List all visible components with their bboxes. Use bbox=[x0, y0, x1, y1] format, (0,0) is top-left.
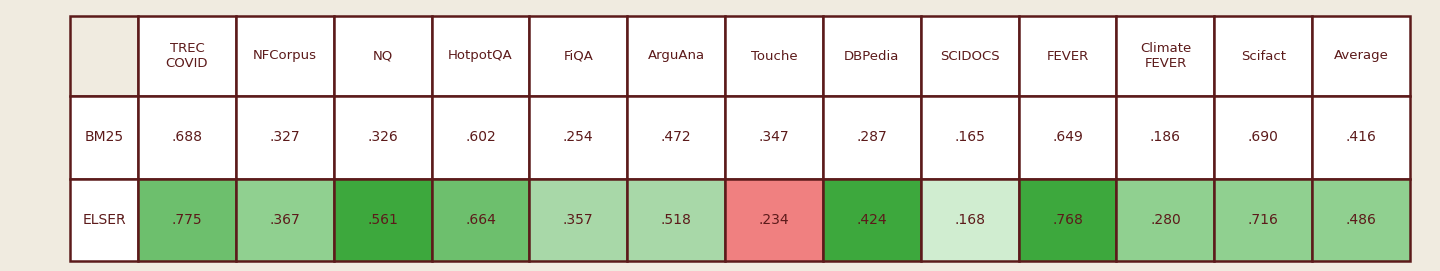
Bar bbox=[628, 179, 726, 261]
Bar bbox=[726, 96, 822, 179]
Text: .347: .347 bbox=[759, 130, 789, 144]
Bar bbox=[334, 179, 432, 261]
Text: .649: .649 bbox=[1053, 130, 1083, 144]
Text: .168: .168 bbox=[955, 213, 985, 227]
Text: .367: .367 bbox=[269, 213, 300, 227]
Text: .775: .775 bbox=[171, 213, 202, 227]
Text: Scifact: Scifact bbox=[1241, 50, 1286, 63]
Bar bbox=[71, 179, 138, 261]
Bar bbox=[334, 96, 432, 179]
Text: .690: .690 bbox=[1248, 130, 1279, 144]
Bar bbox=[236, 179, 334, 261]
Text: SCIDOCS: SCIDOCS bbox=[940, 50, 999, 63]
Bar bbox=[1018, 96, 1116, 179]
Text: NFCorpus: NFCorpus bbox=[253, 50, 317, 63]
Text: BM25: BM25 bbox=[85, 130, 124, 144]
Text: .561: .561 bbox=[367, 213, 397, 227]
Text: DBPedia: DBPedia bbox=[844, 50, 900, 63]
Text: .287: .287 bbox=[857, 130, 887, 144]
Text: .716: .716 bbox=[1248, 213, 1279, 227]
Bar bbox=[1116, 179, 1214, 261]
Text: .688: .688 bbox=[171, 130, 203, 144]
Text: .234: .234 bbox=[759, 213, 789, 227]
Bar bbox=[1312, 179, 1410, 261]
Bar bbox=[530, 96, 628, 179]
Bar bbox=[1116, 16, 1214, 96]
Bar bbox=[822, 179, 920, 261]
Bar bbox=[1312, 16, 1410, 96]
Text: .664: .664 bbox=[465, 213, 495, 227]
Text: .768: .768 bbox=[1053, 213, 1083, 227]
Text: .280: .280 bbox=[1151, 213, 1181, 227]
Bar bbox=[530, 16, 628, 96]
Bar bbox=[1018, 179, 1116, 261]
Bar bbox=[71, 16, 138, 96]
Text: .327: .327 bbox=[269, 130, 300, 144]
Text: TREC
COVID: TREC COVID bbox=[166, 42, 209, 70]
Bar bbox=[822, 96, 920, 179]
Bar bbox=[1214, 179, 1312, 261]
Bar bbox=[71, 96, 138, 179]
Text: .472: .472 bbox=[661, 130, 691, 144]
Bar bbox=[920, 16, 1018, 96]
Bar bbox=[1116, 96, 1214, 179]
Bar bbox=[432, 96, 530, 179]
Bar bbox=[726, 16, 822, 96]
Bar bbox=[432, 16, 530, 96]
Text: .186: .186 bbox=[1151, 130, 1181, 144]
Bar bbox=[236, 16, 334, 96]
Bar bbox=[236, 96, 334, 179]
Bar bbox=[432, 179, 530, 261]
Text: .602: .602 bbox=[465, 130, 495, 144]
Text: .326: .326 bbox=[367, 130, 397, 144]
Bar bbox=[334, 16, 432, 96]
Text: .357: .357 bbox=[563, 213, 593, 227]
Bar bbox=[920, 96, 1018, 179]
Bar bbox=[138, 96, 236, 179]
Bar bbox=[1214, 96, 1312, 179]
Text: ArguAna: ArguAna bbox=[648, 50, 704, 63]
Bar bbox=[1312, 96, 1410, 179]
Bar bbox=[822, 16, 920, 96]
Text: .254: .254 bbox=[563, 130, 593, 144]
Text: Climate
FEVER: Climate FEVER bbox=[1139, 42, 1191, 70]
Text: .165: .165 bbox=[955, 130, 985, 144]
Bar bbox=[138, 16, 236, 96]
Bar bbox=[530, 179, 628, 261]
Text: HotpotQA: HotpotQA bbox=[448, 50, 513, 63]
Bar bbox=[920, 179, 1018, 261]
Bar bbox=[628, 96, 726, 179]
Text: .518: .518 bbox=[661, 213, 691, 227]
Text: Average: Average bbox=[1333, 50, 1388, 63]
Text: NQ: NQ bbox=[373, 50, 393, 63]
Bar bbox=[726, 179, 822, 261]
Text: FiQA: FiQA bbox=[563, 50, 593, 63]
Text: Touche: Touche bbox=[750, 50, 798, 63]
Text: FEVER: FEVER bbox=[1047, 50, 1089, 63]
Bar bbox=[1214, 16, 1312, 96]
Bar bbox=[1018, 16, 1116, 96]
Bar bbox=[628, 16, 726, 96]
Text: ELSER: ELSER bbox=[82, 213, 125, 227]
Text: .424: .424 bbox=[857, 213, 887, 227]
Text: .416: .416 bbox=[1345, 130, 1377, 144]
Text: .486: .486 bbox=[1345, 213, 1377, 227]
Bar bbox=[138, 179, 236, 261]
